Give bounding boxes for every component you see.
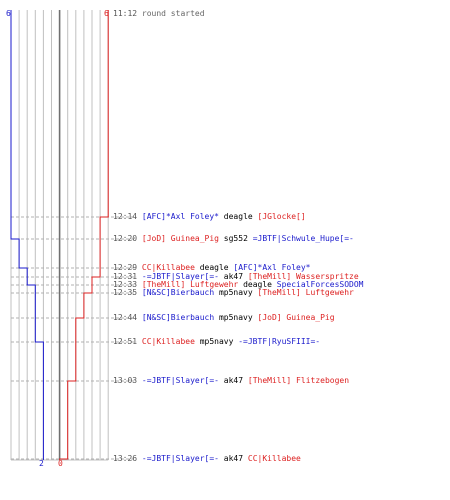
event-row: 12:20 [JoD] Guinea_Pig sg552 =JBTF|Schwu… <box>113 234 354 243</box>
killer-name: [TheMill] Luftgewehr <box>142 280 243 289</box>
weapon-name: mp5navy <box>200 337 239 346</box>
blue-team-alive-line <box>10 10 44 460</box>
event-time: 12:20 <box>113 234 142 243</box>
event-time: 12:31 <box>113 272 142 281</box>
weapon-name: mp5navy <box>219 288 258 297</box>
weapon-name: ak47 <box>224 454 248 463</box>
event-row: 13:26 -=JBTF|Slayer[=- ak47 CC|Killabee <box>113 454 301 463</box>
weapon-name: ak47 <box>224 272 248 281</box>
event-row: 12:35 [N&SC]Bierbauch mp5navy [TheMill] … <box>113 288 354 297</box>
weapon-name: mp5navy <box>219 313 258 322</box>
event-row: 13:03 -=JBTF|Slayer[=- ak47 [TheMill] Fl… <box>113 376 349 385</box>
victim-name: [TheMill] Wasserspritze <box>248 272 359 281</box>
event-time: 12:44 <box>113 313 142 322</box>
victim-name: [TheMill] Luftgewehr <box>258 288 355 297</box>
event-time: 12:29 <box>113 263 142 272</box>
victim-name: =JBTF|Schwule_Hupe[=- <box>253 234 354 243</box>
red-team-end-count: 0 <box>58 459 63 468</box>
victim-name: -=JBTF|RyuSFIII=- <box>238 337 320 346</box>
victim-name: CC|Killabee <box>248 454 301 463</box>
blue-team-start-count: 6 <box>6 9 11 18</box>
event-time: 12:33 <box>113 280 142 289</box>
killer-name: [JoD] Guinea_Pig <box>142 234 224 243</box>
killer-name: -=JBTF|Slayer[=- <box>142 376 224 385</box>
event-time: 11:12 <box>113 9 142 18</box>
victim-name: [JGlocke[] <box>258 212 306 221</box>
event-row: 12:44 [N&SC]Bierbauch mp5navy [JoD] Guin… <box>113 313 335 322</box>
killer-name: CC|Killabee <box>142 263 200 272</box>
event-time: 13:03 <box>113 376 142 385</box>
victim-name: [TheMill] Flitzebogen <box>248 376 349 385</box>
killer-name: -=JBTF|Slayer[=- <box>142 454 224 463</box>
victim-name: [JoD] Guinea_Pig <box>258 313 335 322</box>
event-time: 12:35 <box>113 288 142 297</box>
event-row: 12:29 CC|Killabee deagle [AFC]*Axl Foley… <box>113 263 311 272</box>
event-row: 12:33 [TheMill] Luftgewehr deagle Specia… <box>113 280 364 289</box>
event-row: 11:12 round started <box>113 9 205 18</box>
killer-name: [N&SC]Bierbauch <box>142 313 219 322</box>
player-count-grid <box>10 10 109 461</box>
event-row: 12:31 -=JBTF|Slayer[=- ak47 [TheMill] Wa… <box>113 272 359 281</box>
killer-name: CC|Killabee <box>142 337 200 346</box>
event-time: 12:51 <box>113 337 142 346</box>
killer-name: [AFC]*Axl Foley* <box>142 212 224 221</box>
event-row: 12:51 CC|Killabee mp5navy -=JBTF|RyuSFII… <box>113 337 320 346</box>
killer-name: -=JBTF|Slayer[=- <box>142 272 224 281</box>
weapon-name: deagle <box>200 263 234 272</box>
victim-name: SpecialForcesSODOM <box>277 280 364 289</box>
victim-name: [AFC]*Axl Foley* <box>233 263 310 272</box>
event-time: 12:14 <box>113 212 142 221</box>
killer-name: [N&SC]Bierbauch <box>142 288 219 297</box>
red-team-start-count: 6 <box>104 9 109 18</box>
event-guide-lines <box>11 216 137 460</box>
event-time: 13:26 <box>113 454 142 463</box>
red-team-alive-line <box>59 10 109 460</box>
event-message: round started <box>142 9 205 18</box>
weapon-name: ak47 <box>224 376 248 385</box>
weapon-name: deagle <box>224 212 258 221</box>
kill-event-list: 11:12 round started 12:14 [AFC]*Axl Foley… <box>113 9 364 463</box>
weapon-name: deagle <box>243 280 277 289</box>
weapon-name: sg552 <box>224 234 253 243</box>
blue-team-end-count: 2 <box>39 459 44 468</box>
event-row: 12:14 [AFC]*Axl Foley* deagle [JGlocke[] <box>113 212 306 221</box>
